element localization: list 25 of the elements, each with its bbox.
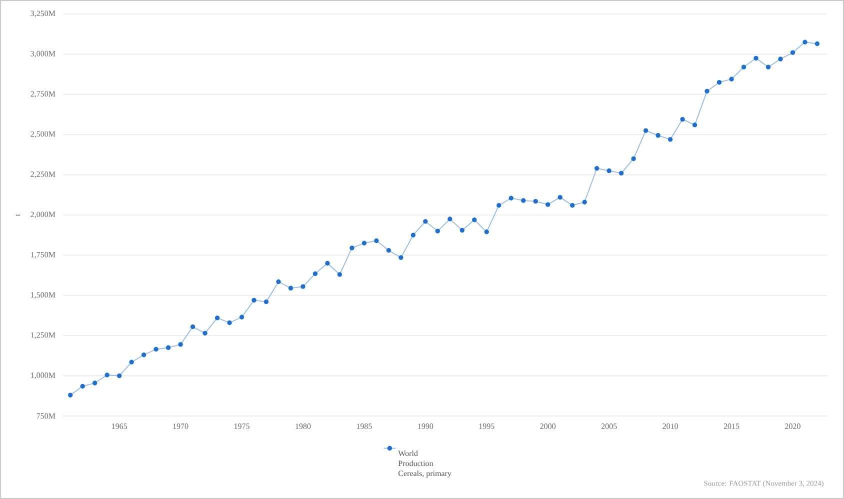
text: World Production Cereals, primary — [398, 450, 452, 478]
y-tick-label: 3,000M — [30, 50, 56, 58]
x-tick-label: 2010 — [662, 424, 678, 429]
x-tick-label: 1965 — [112, 424, 128, 429]
y-tick-label: 2,000M — [30, 212, 56, 218]
y-tick-label: 1,000M — [31, 372, 56, 380]
y-tick-label: 2,250M — [30, 172, 56, 178]
x-tick-label: 1975 — [234, 424, 250, 429]
y-axis-title: t — [16, 214, 20, 216]
x-tick-label: 1970 — [173, 424, 188, 429]
y-tick-label: 1,500M — [31, 292, 56, 299]
y-tick-label: 2,500M — [30, 131, 56, 138]
y-tick-label: 1,250M — [31, 332, 56, 339]
y-tick-label: 750M — [36, 413, 56, 419]
x-tick-label: 1980 — [296, 424, 311, 429]
x-tick-label: 1985 — [356, 424, 372, 429]
x-tick-label: 2015 — [724, 424, 740, 429]
y-tick-label: 1,750M — [31, 252, 56, 258]
x-tick-label: 1990 — [418, 424, 434, 429]
x-tick-label: 1995 — [479, 424, 494, 429]
x-tick-label: 2020 — [785, 424, 800, 429]
x-tick-label: 2005 — [601, 424, 617, 429]
y-tick-label: 3,250M — [30, 10, 56, 18]
y-tick-label: 2,750M — [30, 91, 56, 98]
x-tick-label: 2000 — [540, 424, 556, 429]
